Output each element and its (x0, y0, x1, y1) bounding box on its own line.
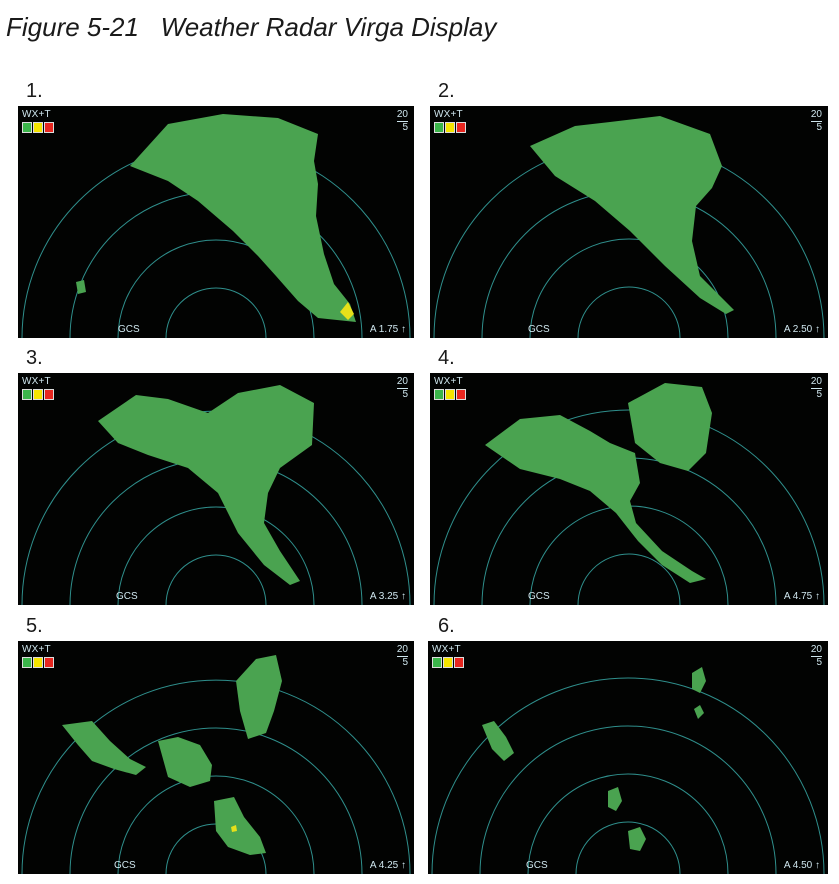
legend-red (456, 122, 466, 133)
legend-yellow (445, 122, 455, 133)
mode-label: WX+T (22, 109, 51, 120)
range-outer-value: 20 (810, 109, 822, 120)
figure-caption: Figure 5-21 Weather Radar Virga Display (6, 12, 497, 42)
range-readout: 20 5 (810, 109, 822, 134)
precip-cell-5d (214, 797, 266, 855)
range-inner-value: 5 (396, 656, 408, 669)
gcs-label: GCS (118, 324, 140, 335)
legend-red (44, 122, 54, 133)
radar-display-6 (431, 667, 825, 874)
radar-screen-5: WX+T 20 5 GCS A 4.25 ↑ (18, 641, 414, 874)
panel-2-number: 2. (438, 80, 455, 102)
legend-red (456, 389, 466, 400)
color-legend (22, 657, 54, 668)
legend-red (454, 657, 464, 668)
tilt-readout: A 4.50 ↑ (783, 860, 820, 871)
range-readout: 20 5 (396, 376, 408, 401)
radar-screen-6: WX+T 20 5 GCS A 4.50 ↑ (428, 641, 828, 874)
precip-cell-6e (694, 705, 704, 719)
gcs-label: GCS (116, 591, 138, 602)
gcs-label: GCS (528, 591, 550, 602)
tilt-readout: A 3.25 ↑ (369, 591, 406, 602)
legend-green (434, 389, 444, 400)
panel-5-number: 5. (26, 615, 43, 637)
panel-1-number: 1. (26, 80, 43, 102)
range-outer-value: 20 (396, 376, 408, 387)
range-readout: 20 5 (810, 376, 822, 401)
range-inner-value: 5 (396, 121, 408, 134)
precip-area-4b (485, 415, 706, 583)
radar-display-2 (433, 116, 825, 338)
gcs-label: GCS (526, 860, 548, 871)
range-inner-value: 5 (396, 388, 408, 401)
precip-cell-5b (62, 721, 146, 775)
precip-area-2 (530, 116, 734, 314)
gcs-label: GCS (114, 860, 136, 871)
range-readout: 20 5 (810, 644, 822, 669)
legend-red (44, 657, 54, 668)
legend-green (22, 389, 32, 400)
legend-yellow (443, 657, 453, 668)
radar-screen-3: WX+T 20 5 GCS A 3.25 ↑ (18, 373, 414, 605)
color-legend (434, 389, 466, 400)
panel-4-number: 4. (438, 347, 455, 369)
range-outer-value: 20 (810, 644, 822, 655)
color-legend (22, 122, 54, 133)
radar-display-4 (433, 383, 825, 605)
mode-label: WX+T (434, 109, 463, 120)
radar-screen-2: WX+T 20 5 GCS A 2.50 ↑ (430, 106, 828, 338)
precip-cell-5c (158, 737, 212, 787)
range-inner-value: 5 (810, 388, 822, 401)
radar-screen-4: WX+T 20 5 GCS A 4.75 ↑ (430, 373, 828, 605)
mode-label: WX+T (432, 644, 461, 655)
precip-yellow-5 (231, 825, 237, 832)
color-legend (22, 389, 54, 400)
legend-green (22, 657, 32, 668)
range-readout: 20 5 (396, 109, 408, 134)
radar-display-5 (21, 655, 411, 874)
mode-label: WX+T (22, 644, 51, 655)
precip-cell-6b (482, 721, 514, 761)
precip-yellow-1 (340, 302, 354, 320)
legend-green (22, 122, 32, 133)
legend-yellow (33, 122, 43, 133)
panel-6-number: 6. (438, 615, 455, 637)
tilt-readout: A 4.75 ↑ (783, 591, 820, 602)
panel-3-number: 3. (26, 347, 43, 369)
tilt-readout: A 4.25 ↑ (369, 860, 406, 871)
range-outer-value: 20 (396, 109, 408, 120)
precip-speck-1 (76, 280, 86, 294)
precip-cell-5a (236, 655, 282, 739)
precip-cell-6c (608, 787, 622, 811)
legend-red (44, 389, 54, 400)
tilt-readout: A 2.50 ↑ (783, 324, 820, 335)
color-legend (434, 122, 466, 133)
mode-label: WX+T (434, 376, 463, 387)
radar-display-3 (21, 385, 411, 605)
legend-green (432, 657, 442, 668)
color-legend (432, 657, 464, 668)
radar-screen-1: WX+T 20 5 GCS A 1.75 ↑ (18, 106, 414, 338)
range-outer-value: 20 (810, 376, 822, 387)
radar-display-1 (21, 114, 411, 338)
legend-yellow (33, 657, 43, 668)
precip-area-3 (98, 385, 314, 585)
legend-yellow (445, 389, 455, 400)
range-inner-value: 5 (810, 656, 822, 669)
precip-area-4a (628, 383, 712, 471)
gcs-label: GCS (528, 324, 550, 335)
legend-green (434, 122, 444, 133)
mode-label: WX+T (22, 376, 51, 387)
range-inner-value: 5 (810, 121, 822, 134)
tilt-readout: A 1.75 ↑ (369, 324, 406, 335)
range-outer-value: 20 (396, 644, 408, 655)
precip-cell-6a (692, 667, 706, 693)
legend-yellow (33, 389, 43, 400)
precip-area-1 (130, 114, 356, 322)
range-readout: 20 5 (396, 644, 408, 669)
precip-cell-6d (628, 827, 646, 851)
